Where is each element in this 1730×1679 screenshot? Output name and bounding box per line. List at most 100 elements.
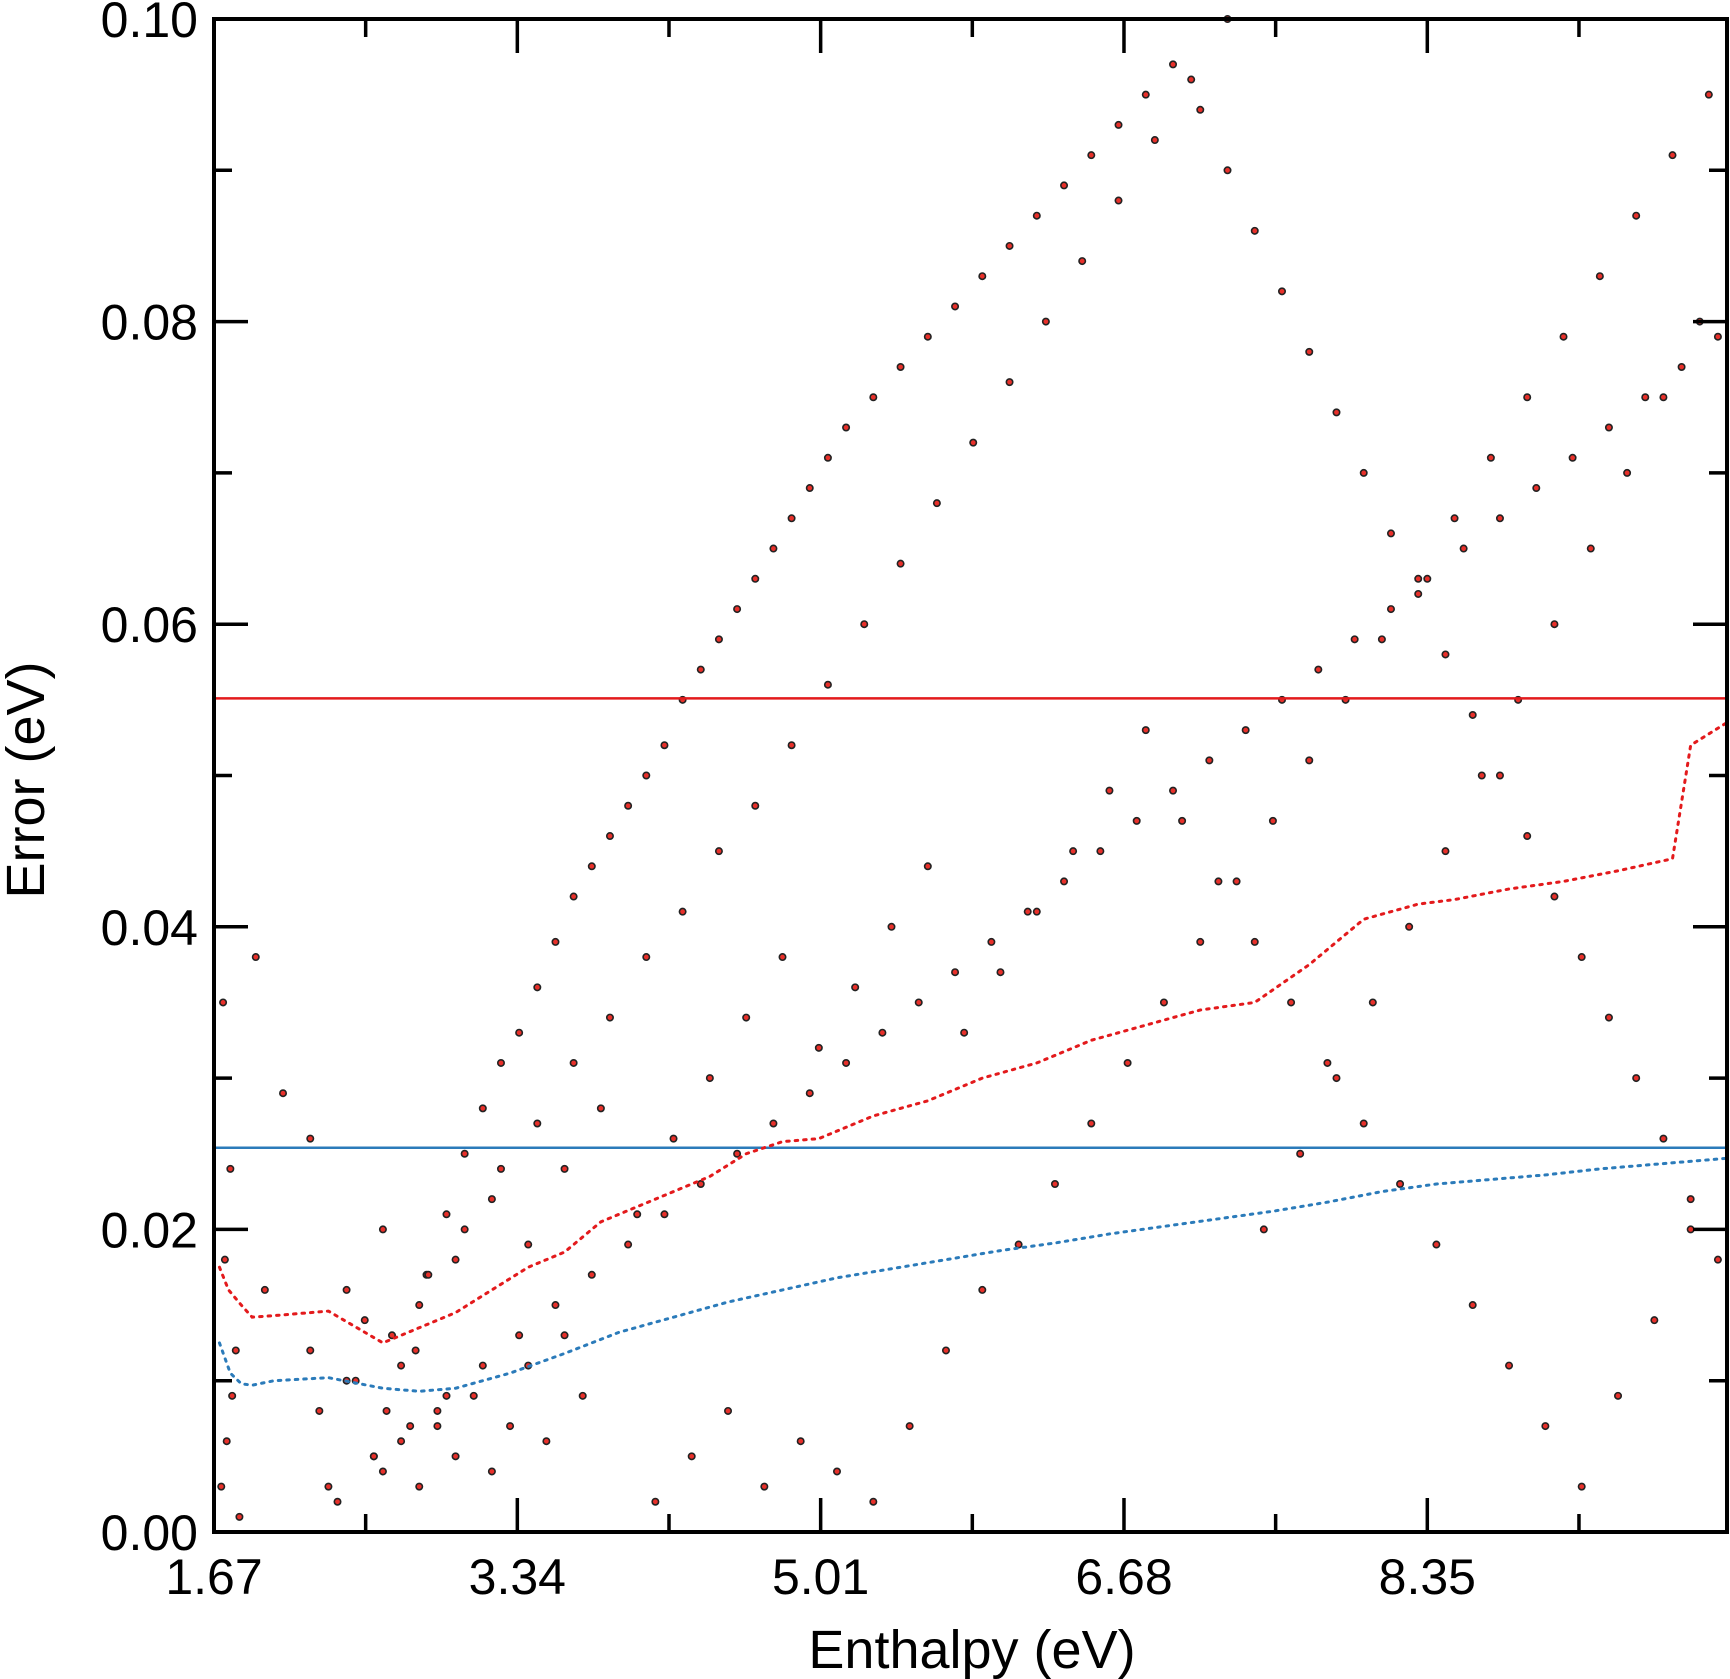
data-point: [560, 1164, 569, 1173]
data-point: [860, 620, 869, 629]
data-point: [1060, 181, 1069, 190]
data-point: [378, 1467, 387, 1476]
data-point: [1232, 877, 1241, 886]
data-point: [1659, 1134, 1668, 1143]
data-point: [1196, 105, 1205, 114]
data-point: [596, 1104, 605, 1113]
x-tick-label: 8.35: [1379, 1549, 1476, 1605]
data-point: [787, 741, 796, 750]
data-point: [1486, 453, 1495, 462]
data-point: [1677, 362, 1686, 371]
x-tick-label: 5.01: [772, 1549, 869, 1605]
data-point: [1132, 816, 1141, 825]
data-point: [1123, 1058, 1132, 1067]
y-tick-label: 0.04: [101, 900, 198, 956]
data-point: [342, 1285, 351, 1294]
x-tick-label: 3.34: [469, 1549, 566, 1605]
data-point: [524, 1240, 533, 1249]
data-point: [1386, 529, 1395, 538]
data-point: [1377, 635, 1386, 644]
data-point: [1250, 226, 1259, 235]
data-point: [442, 1391, 451, 1400]
axis-ticks: 1.67 3.34 5.01 6.68 8.35 0.00 0.02 0.04 0.06 0.08…: [101, 0, 1729, 1605]
data-point: [733, 1149, 742, 1158]
data-point: [1650, 1316, 1659, 1325]
data-point: [914, 998, 923, 1007]
data-point: [1713, 332, 1722, 341]
data-point: [1414, 574, 1423, 583]
data-point: [460, 1149, 469, 1158]
data-point: [896, 559, 905, 568]
data-point: [651, 1497, 660, 1506]
data-point: [805, 484, 814, 493]
data-point: [1641, 393, 1650, 402]
data-point: [1459, 544, 1468, 553]
data-point: [1532, 484, 1541, 493]
data-point: [1060, 877, 1069, 886]
data-point: [378, 1225, 387, 1234]
data-point: [769, 1119, 778, 1128]
data-point: [369, 1452, 378, 1461]
data-point: [905, 1422, 914, 1431]
data-point: [896, 362, 905, 371]
data-point: [515, 1331, 524, 1340]
data-point: [705, 1074, 714, 1083]
data-point: [1359, 468, 1368, 477]
data-point: [1032, 907, 1041, 916]
x-tick-label: 6.68: [1075, 1549, 1172, 1605]
data-point: [1323, 1058, 1332, 1067]
data-point: [1632, 211, 1641, 220]
data-point: [1114, 120, 1123, 129]
data-point: [642, 953, 651, 962]
data-point: [633, 1210, 642, 1219]
data-point: [1187, 75, 1196, 84]
data-point: [760, 1482, 769, 1491]
data-point: [260, 1285, 269, 1294]
data-point: [823, 453, 832, 462]
data-point: [1196, 937, 1205, 946]
data-point: [778, 953, 787, 962]
data-point: [231, 1346, 240, 1355]
data-point: [411, 1346, 420, 1355]
data-point: [878, 1028, 887, 1037]
data-point: [714, 635, 723, 644]
data-point: [669, 1134, 678, 1143]
data-point: [887, 922, 896, 931]
data-point: [1041, 317, 1050, 326]
data-point: [842, 1058, 851, 1067]
data-point: [769, 544, 778, 553]
data-point: [624, 801, 633, 810]
data-point: [1332, 1074, 1341, 1083]
data-point: [1287, 998, 1296, 1007]
data-point: [1495, 514, 1504, 523]
data-point: [222, 1437, 231, 1446]
x-tick-label: 1.67: [165, 1549, 262, 1605]
data-point: [714, 847, 723, 856]
data-point: [660, 741, 669, 750]
data-point: [978, 1285, 987, 1294]
data-point: [1005, 241, 1014, 250]
data-point: [1087, 151, 1096, 160]
data-point: [969, 438, 978, 447]
data-point: [1150, 136, 1159, 145]
data-point: [996, 968, 1005, 977]
data-point: [442, 1210, 451, 1219]
data-point: [1359, 1119, 1368, 1128]
data-point: [1623, 468, 1632, 477]
data-point: [624, 1240, 633, 1249]
data-point: [1032, 211, 1041, 220]
data-point: [1586, 544, 1595, 553]
data-point: [1523, 832, 1532, 841]
data-point: [496, 1164, 505, 1173]
data-point: [987, 937, 996, 946]
data-point: [578, 1391, 587, 1400]
data-point: [506, 1422, 515, 1431]
data-point: [1495, 771, 1504, 780]
data-point: [1241, 726, 1250, 735]
data-point: [851, 983, 860, 992]
data-point: [587, 862, 596, 871]
data-point: [1577, 1482, 1586, 1491]
plot-area: [214, 15, 1729, 1521]
data-point: [235, 1512, 244, 1521]
data-point: [1114, 196, 1123, 205]
